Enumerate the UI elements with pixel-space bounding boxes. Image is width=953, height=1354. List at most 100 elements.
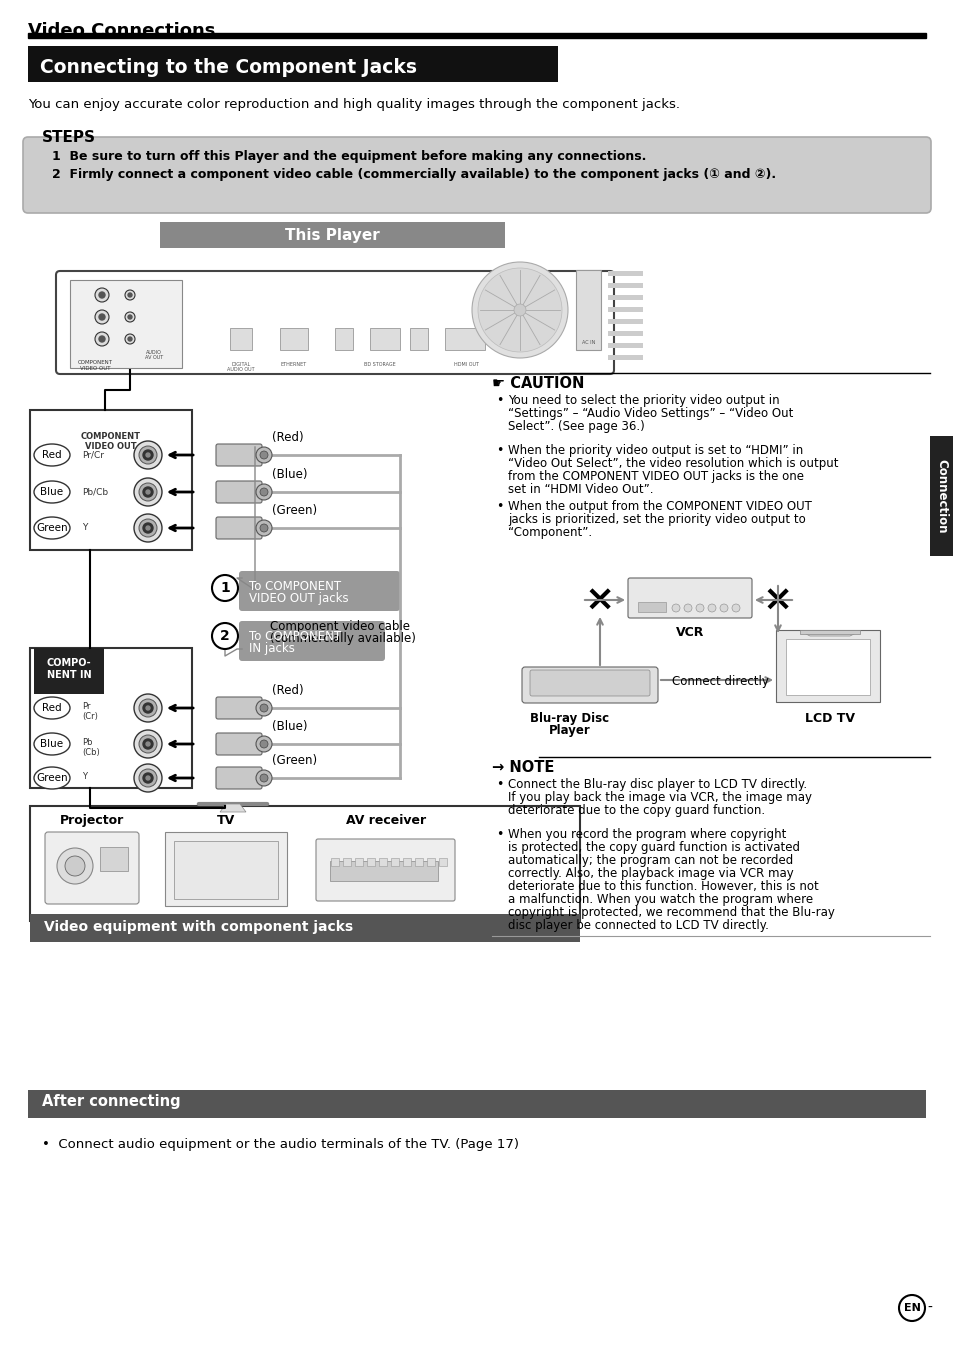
Bar (391, 858, 398, 867)
Bar (800, 630, 859, 634)
Text: STEPS: STEPS (42, 130, 96, 145)
Bar (370, 328, 399, 349)
Text: (Cr): (Cr) (82, 712, 98, 720)
Bar (438, 858, 447, 867)
Text: IN jacks: IN jacks (249, 642, 294, 655)
Text: ☛ CAUTION: ☛ CAUTION (492, 376, 584, 391)
FancyBboxPatch shape (315, 839, 455, 900)
FancyBboxPatch shape (530, 670, 649, 696)
Text: AV receiver: AV receiver (346, 814, 426, 827)
Text: Blue: Blue (40, 739, 64, 749)
Text: -: - (926, 1301, 931, 1315)
FancyBboxPatch shape (215, 517, 262, 539)
Circle shape (146, 742, 150, 746)
Bar (607, 330, 642, 336)
FancyBboxPatch shape (775, 630, 879, 701)
Circle shape (139, 735, 157, 753)
Circle shape (683, 604, 691, 612)
Text: If you play back the image via VCR, the image may: If you play back the image via VCR, the … (507, 791, 811, 804)
Circle shape (671, 604, 679, 612)
Text: copyright is protected, we recommend that the Blu-ray: copyright is protected, we recommend tha… (507, 906, 834, 919)
Text: Pb/Cb: Pb/Cb (82, 487, 108, 497)
Bar (576, 269, 600, 349)
Bar (402, 858, 411, 867)
Circle shape (260, 451, 268, 459)
Text: jacks is prioritized, set the priority video output to: jacks is prioritized, set the priority v… (507, 513, 805, 525)
Text: LCD TV: LCD TV (804, 712, 854, 724)
Text: (commercially available): (commercially available) (270, 632, 416, 645)
Circle shape (125, 334, 135, 344)
Circle shape (128, 292, 132, 297)
FancyBboxPatch shape (239, 571, 399, 611)
Bar (607, 295, 642, 301)
Circle shape (146, 776, 150, 780)
Circle shape (143, 523, 152, 533)
Circle shape (139, 769, 157, 787)
Text: COMPONENT
VIDEO OUT: COMPONENT VIDEO OUT (81, 432, 141, 451)
Circle shape (143, 450, 152, 460)
Circle shape (260, 704, 268, 712)
Text: 2: 2 (220, 630, 230, 643)
Bar (30, 914, 579, 942)
Circle shape (133, 478, 162, 506)
Bar (410, 328, 428, 349)
Text: set in “HDMI Video Out”.: set in “HDMI Video Out”. (507, 483, 653, 496)
Ellipse shape (34, 481, 70, 502)
Text: ×: × (584, 584, 615, 617)
Circle shape (139, 519, 157, 538)
Circle shape (99, 292, 105, 298)
Text: EN: EN (902, 1303, 920, 1313)
FancyBboxPatch shape (215, 481, 262, 502)
FancyBboxPatch shape (215, 766, 262, 789)
Ellipse shape (34, 733, 70, 756)
Circle shape (260, 741, 268, 747)
Text: VIDEO OUT jacks: VIDEO OUT jacks (249, 592, 348, 605)
Text: Pb: Pb (82, 738, 92, 747)
Ellipse shape (34, 766, 70, 789)
Text: To COMPONENT: To COMPONENT (249, 580, 341, 593)
Bar (331, 858, 338, 867)
Bar (929, 436, 953, 556)
Bar (70, 280, 182, 368)
Circle shape (260, 774, 268, 783)
Text: disc player be connected to LCD TV directly.: disc player be connected to LCD TV direc… (507, 919, 768, 932)
Bar (30, 806, 579, 921)
Circle shape (143, 703, 152, 714)
Circle shape (255, 483, 272, 500)
Text: Connect directly: Connect directly (671, 676, 767, 688)
Bar (28, 1090, 925, 1118)
Text: You can enjoy accurate color reproduction and high quality images through the co: You can enjoy accurate color reproductio… (28, 97, 679, 111)
Text: •  Connect audio equipment or the audio terminals of the TV. (Page 17): • Connect audio equipment or the audio t… (42, 1137, 518, 1151)
Text: correctly. Also, the playback image via VCR may: correctly. Also, the playback image via … (507, 867, 793, 880)
Text: •: • (496, 500, 503, 513)
Text: Projector: Projector (60, 814, 124, 827)
Bar (343, 858, 351, 867)
Text: After connecting: After connecting (42, 1094, 180, 1109)
Circle shape (95, 332, 109, 347)
Circle shape (95, 310, 109, 324)
Text: Player: Player (549, 724, 590, 737)
Text: Connect the Blu-ray disc player to LCD TV directly.: Connect the Blu-ray disc player to LCD T… (507, 779, 806, 791)
FancyBboxPatch shape (627, 578, 751, 617)
Bar (30, 410, 192, 550)
Circle shape (99, 336, 105, 343)
Text: •: • (496, 829, 503, 841)
Bar (34, 649, 104, 695)
Circle shape (125, 290, 135, 301)
Circle shape (65, 856, 85, 876)
Circle shape (212, 575, 237, 601)
Bar (173, 841, 277, 899)
Text: ETHERNET: ETHERNET (280, 362, 307, 367)
Bar (335, 328, 353, 349)
Circle shape (260, 487, 268, 496)
Circle shape (707, 604, 716, 612)
Text: (Blue): (Blue) (272, 468, 307, 481)
Text: BD STORAGE: BD STORAGE (364, 362, 395, 367)
Circle shape (57, 848, 92, 884)
Circle shape (146, 490, 150, 494)
Text: (Blue): (Blue) (272, 720, 307, 733)
Text: Blu-ray Disc: Blu-ray Disc (530, 712, 609, 724)
Ellipse shape (34, 697, 70, 719)
FancyBboxPatch shape (165, 831, 287, 906)
Circle shape (133, 441, 162, 468)
